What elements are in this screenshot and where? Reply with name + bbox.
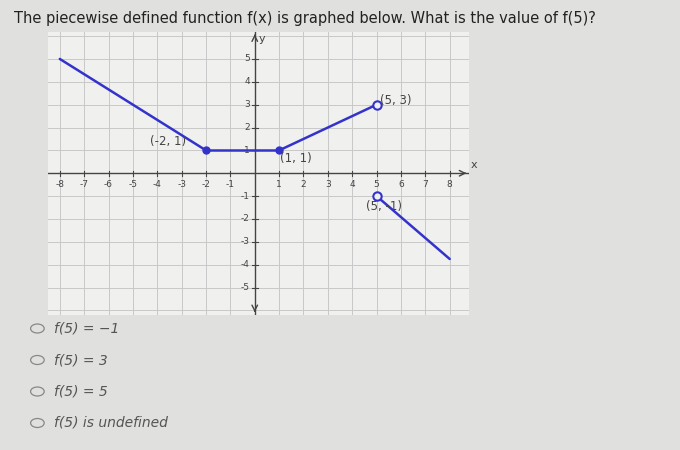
- Text: 8: 8: [447, 180, 453, 189]
- Text: -4: -4: [241, 260, 250, 269]
- Text: 3: 3: [244, 100, 250, 109]
- Text: 5: 5: [374, 180, 379, 189]
- Text: 4: 4: [244, 77, 250, 86]
- Text: -3: -3: [241, 237, 250, 246]
- Text: -2: -2: [241, 215, 250, 224]
- Text: -8: -8: [55, 180, 65, 189]
- Text: f(5) = 5: f(5) = 5: [54, 384, 108, 399]
- Text: f(5) is undefined: f(5) is undefined: [54, 416, 168, 430]
- Text: 3: 3: [325, 180, 330, 189]
- Text: x: x: [471, 160, 477, 170]
- Text: 1: 1: [276, 180, 282, 189]
- Text: -7: -7: [80, 180, 88, 189]
- Text: -5: -5: [241, 283, 250, 292]
- Text: 7: 7: [422, 180, 428, 189]
- Text: 2: 2: [301, 180, 306, 189]
- Text: -2: -2: [201, 180, 210, 189]
- Text: -1: -1: [226, 180, 235, 189]
- Text: (1, 1): (1, 1): [280, 152, 312, 165]
- Text: y: y: [258, 34, 265, 44]
- Text: 4: 4: [350, 180, 355, 189]
- Text: 2: 2: [244, 123, 250, 132]
- Text: 6: 6: [398, 180, 404, 189]
- Text: -6: -6: [104, 180, 113, 189]
- Text: 1: 1: [244, 146, 250, 155]
- Text: (-2, 1): (-2, 1): [150, 135, 186, 148]
- Text: -5: -5: [129, 180, 137, 189]
- Text: f(5) = 3: f(5) = 3: [54, 353, 108, 367]
- Text: (5, -1): (5, -1): [366, 200, 402, 213]
- Text: f(5) = −1: f(5) = −1: [54, 321, 120, 336]
- Text: The piecewise defined function f(x) is graphed below. What is the value of f(5)?: The piecewise defined function f(x) is g…: [14, 11, 596, 26]
- Text: 5: 5: [244, 54, 250, 63]
- Text: -4: -4: [153, 180, 162, 189]
- Text: -1: -1: [241, 192, 250, 201]
- Text: (5, 3): (5, 3): [380, 94, 412, 107]
- Text: -3: -3: [177, 180, 186, 189]
